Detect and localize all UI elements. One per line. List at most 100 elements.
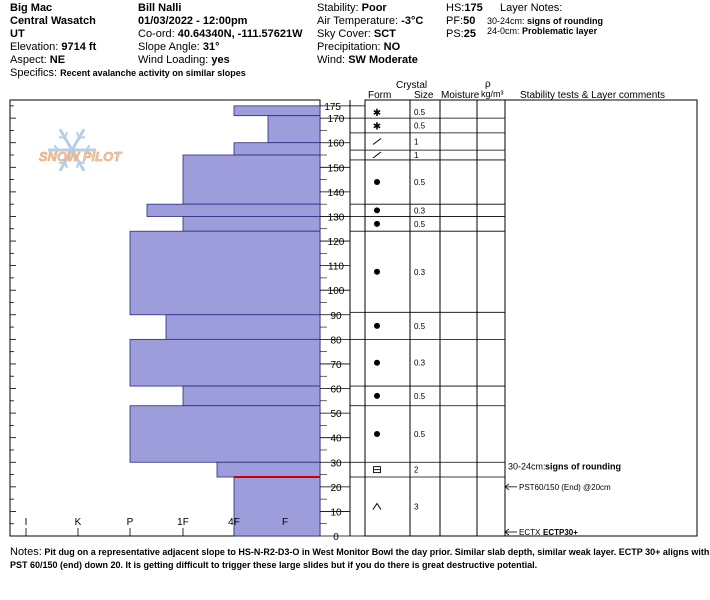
layer-note-range: 30-24cm: xyxy=(487,16,525,26)
elevation-label: Elevation: xyxy=(10,41,59,53)
snow-pilot-logo: SNOW PILOT xyxy=(39,128,122,172)
crystal-size: 0.3 xyxy=(414,359,426,368)
snowflake-branch xyxy=(53,144,59,151)
density-unit: kg/m³ xyxy=(481,89,504,99)
hs-value: 175 xyxy=(464,2,483,14)
crystal-size: 0.3 xyxy=(414,206,426,215)
crystal-size: 0.5 xyxy=(414,220,426,229)
snowflake-branch xyxy=(64,131,69,139)
site-name: Big Mac xyxy=(10,2,53,14)
pf-label: PF: xyxy=(446,15,464,27)
depth-label: 150 xyxy=(328,163,345,174)
layer-note-text: signs of rounding xyxy=(527,16,604,26)
air-temp-label: Air Temperature: xyxy=(317,15,399,27)
rounded-grain-icon xyxy=(374,359,380,366)
aspect-field: Aspect: NE xyxy=(10,54,65,67)
stability-test-arrowhead xyxy=(504,483,510,491)
crystal-header: Crystal xyxy=(396,80,427,91)
aspect-label: Aspect: xyxy=(10,54,47,66)
moisture-header: Moisture xyxy=(441,90,480,101)
rounded-grain-icon xyxy=(374,268,380,275)
sky-cover-field: Sky Cover: SCT xyxy=(317,28,396,41)
specifics-value: Recent avalanche activity on similar slo… xyxy=(60,68,246,78)
hardness-bar xyxy=(233,476,321,537)
rounded-grain-icon xyxy=(374,220,380,227)
depth-label: 80 xyxy=(330,335,342,346)
hardness-bar xyxy=(216,461,321,478)
depth-label: 175 xyxy=(324,102,341,113)
graupel-icon: ✱ xyxy=(373,122,381,133)
coord-value: 40.64340N, -111.57621W xyxy=(177,28,303,40)
rounded-grain-icon xyxy=(374,207,380,214)
ps-label: PS: xyxy=(446,28,464,40)
hardness-bar xyxy=(129,230,321,316)
sky-label: Sky Cover: xyxy=(317,28,371,40)
snowflake-arm xyxy=(70,128,86,151)
snowflake-branch xyxy=(75,131,80,139)
elevation-value: 9714 ft xyxy=(61,41,97,53)
snowflake-branch xyxy=(53,149,59,156)
layer-note-text: Problematic layer xyxy=(522,26,598,36)
state-name: UT xyxy=(10,28,25,40)
rounded-grain-icon xyxy=(374,430,380,437)
crystal-size: 0.5 xyxy=(414,430,426,439)
hardness-axis-label: F xyxy=(282,517,288,528)
decomposing-icon xyxy=(372,151,382,159)
snowflake-branch xyxy=(78,161,86,164)
air-temp-value: -3°C xyxy=(401,15,424,27)
hardness-bar xyxy=(267,115,321,144)
crystal-size: 1 xyxy=(414,151,419,160)
stability-test-label: ECTX xyxy=(519,528,541,537)
rounded-grain-icon xyxy=(374,179,380,186)
aspect-value: NE xyxy=(49,54,66,66)
wind-loading-field: Wind Loading: yes xyxy=(138,54,230,67)
snowflake-arm xyxy=(58,149,74,172)
wind-label: Wind: xyxy=(317,54,346,66)
depth-label: 70 xyxy=(330,360,342,371)
size-header: Size xyxy=(414,90,434,101)
depth-label: 170 xyxy=(328,114,345,125)
crystal-table-frame xyxy=(364,99,698,537)
stability-test-result: PST60/150 (End) @20cm xyxy=(519,483,611,492)
precip-label: Precipitation: xyxy=(317,41,381,53)
ps-value: 25 xyxy=(463,28,476,40)
snowflake-branch xyxy=(58,136,66,139)
snowflake-branch xyxy=(64,161,69,169)
ps-field: PS:25 xyxy=(446,28,476,41)
crystal-size: 0.5 xyxy=(414,322,426,331)
hardness-bar xyxy=(233,105,321,117)
hs-label: HS: xyxy=(446,2,465,14)
wind-loading-value: yes xyxy=(211,54,230,66)
stability-field: Stability: Poor xyxy=(317,2,387,15)
depth-label: 0 xyxy=(333,532,339,543)
wind-loading-label: Wind Loading: xyxy=(138,54,209,66)
stability-label: Stability: xyxy=(317,2,359,14)
coordinates-field: Co-ord: 40.64340N, -111.57621W xyxy=(138,28,303,41)
depth-label: 50 xyxy=(330,409,342,420)
depth-label: 60 xyxy=(330,385,342,396)
snowflake-branch xyxy=(58,161,66,164)
snowflake-arm xyxy=(58,128,74,151)
snowflake-branch xyxy=(85,149,91,156)
hardness-bar xyxy=(129,338,321,387)
layer-comment-text: signs of rounding xyxy=(545,462,621,472)
pf-value: 50 xyxy=(463,15,476,27)
wind-value: SW Moderate xyxy=(348,54,418,66)
crystal-size: 2 xyxy=(414,466,419,475)
layer-note-range: 24-0cm: xyxy=(487,26,520,36)
depth-hoar-icon xyxy=(372,502,382,510)
slope-label: Slope Angle: xyxy=(138,41,200,53)
hs-field: HS:175 xyxy=(446,2,483,15)
snowflake-branch xyxy=(75,161,80,169)
hardness-axis-label: 4F xyxy=(228,517,240,528)
density-header: ρ xyxy=(485,79,491,90)
crystal-size: 0.5 xyxy=(414,108,426,117)
air-temp-field: Air Temperature: -3°C xyxy=(317,15,423,28)
depth-label: 100 xyxy=(328,286,345,297)
depth-label: 160 xyxy=(328,139,345,150)
stability-tests-header: Stability tests & Layer comments xyxy=(520,90,665,101)
precipitation-field: Precipitation: NO xyxy=(317,41,400,54)
logo-text: SNOW PILOT xyxy=(39,149,122,164)
hardness-bar xyxy=(182,216,321,232)
hardness-bar xyxy=(129,405,321,463)
